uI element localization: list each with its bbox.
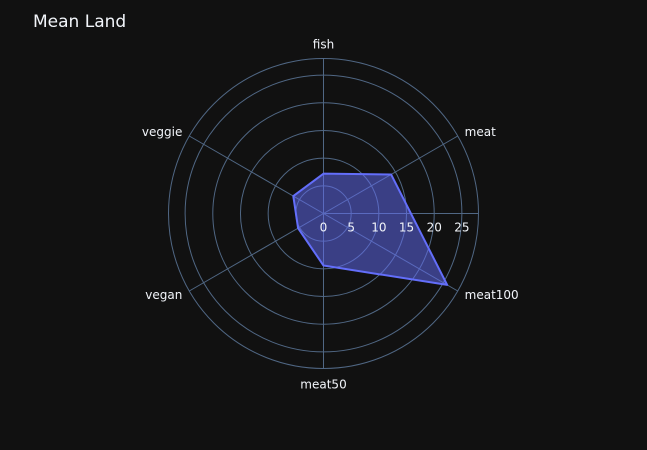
radial-tick-15: 15: [399, 221, 414, 235]
angular-label-veggie: veggie: [142, 125, 182, 139]
data-point-veggie[interactable]: [291, 194, 296, 199]
angular-label-vegan: vegan: [145, 288, 182, 302]
angular-label-fish: fish: [313, 38, 334, 52]
data-point-meat100[interactable]: [445, 282, 450, 287]
data-point-meat[interactable]: [389, 172, 394, 177]
radial-tick-10: 10: [371, 221, 386, 235]
radial-tick-25: 25: [454, 221, 469, 235]
angular-label-meat: meat: [465, 125, 496, 139]
angular-labels: fish meat meat100 meat50 vegan veggie: [142, 38, 519, 392]
data-point-fish[interactable]: [321, 171, 326, 176]
data-point-vegan[interactable]: [296, 226, 301, 231]
radial-tick-20: 20: [427, 221, 442, 235]
trace-area-0[interactable]: [292, 172, 449, 286]
radial-tick-labels: 0 5 10 15 20 25: [320, 221, 470, 235]
chart-title: Mean Land: [33, 12, 127, 32]
angular-label-meat100: meat100: [465, 288, 519, 302]
radial-tick-5: 5: [347, 221, 355, 235]
trace-layer: [291, 171, 450, 287]
radial-tick-0: 0: [320, 221, 328, 235]
data-point-meat50[interactable]: [321, 263, 326, 268]
angular-label-meat50: meat50: [300, 378, 346, 392]
